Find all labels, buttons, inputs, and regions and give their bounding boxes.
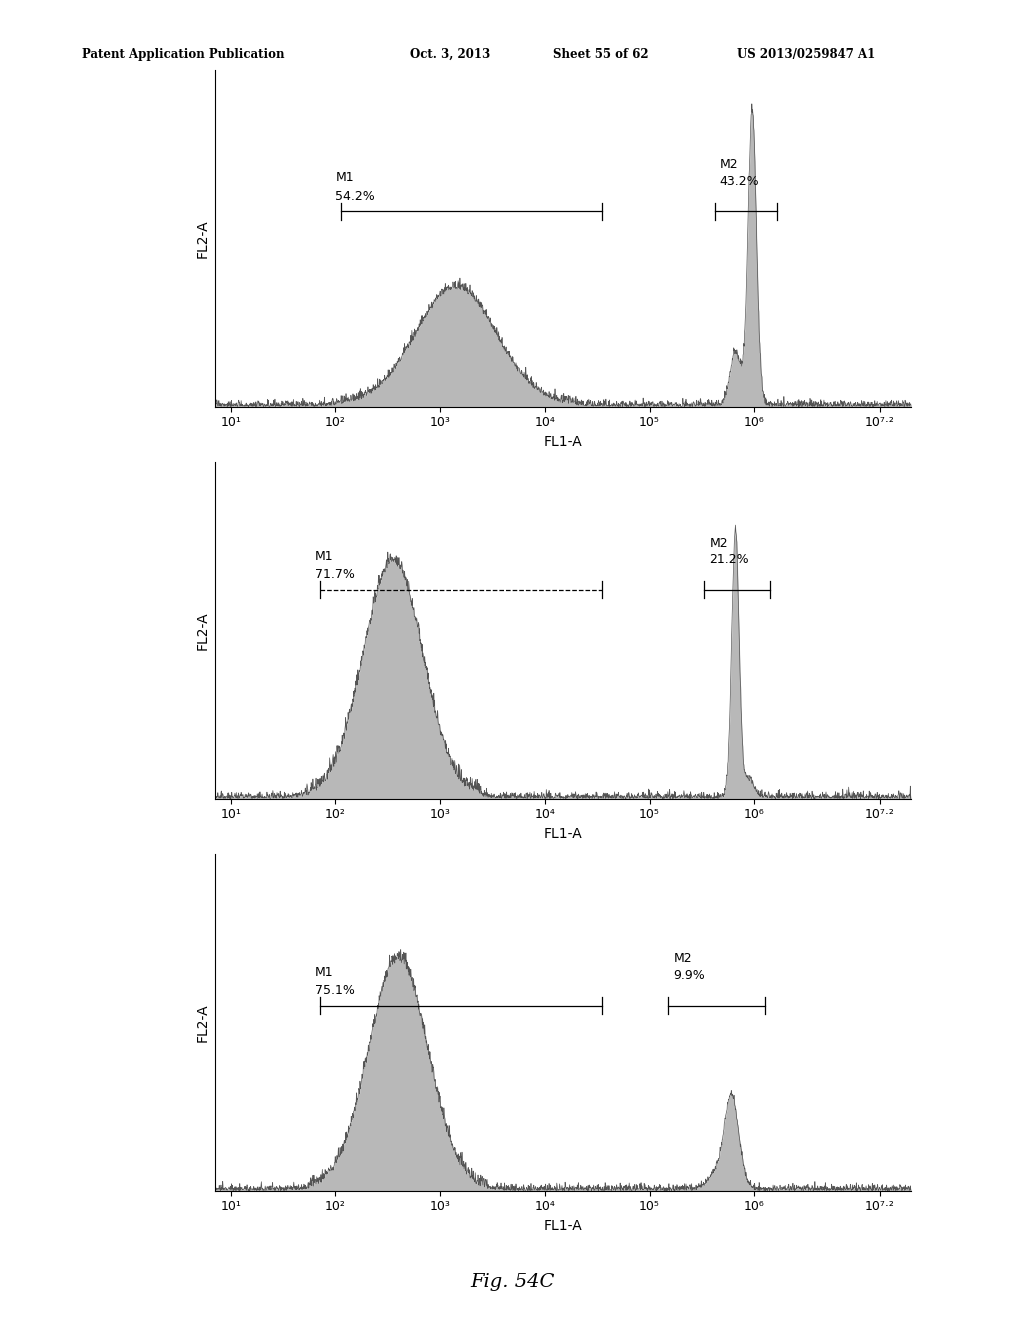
Text: Fig. 54C: Fig. 54C [470, 1272, 554, 1291]
Text: 21.2%: 21.2% [710, 553, 749, 566]
Y-axis label: FL2-A: FL2-A [196, 611, 210, 649]
X-axis label: FL1-A: FL1-A [544, 434, 583, 449]
Text: US 2013/0259847 A1: US 2013/0259847 A1 [737, 48, 876, 61]
Text: Patent Application Publication: Patent Application Publication [82, 48, 285, 61]
X-axis label: FL1-A: FL1-A [544, 1218, 583, 1233]
Text: 75.1%: 75.1% [314, 985, 354, 997]
X-axis label: FL1-A: FL1-A [544, 826, 583, 841]
Text: M2: M2 [674, 952, 692, 965]
Text: 43.2%: 43.2% [720, 174, 760, 187]
Y-axis label: FL2-A: FL2-A [196, 1003, 210, 1041]
Text: Oct. 3, 2013: Oct. 3, 2013 [410, 48, 489, 61]
Text: 9.9%: 9.9% [674, 969, 706, 982]
Text: M1: M1 [336, 172, 354, 185]
Text: 71.7%: 71.7% [314, 569, 354, 582]
Y-axis label: FL2-A: FL2-A [196, 219, 210, 257]
Text: Sheet 55 of 62: Sheet 55 of 62 [553, 48, 648, 61]
Text: M2: M2 [720, 158, 738, 172]
Text: M1: M1 [314, 550, 333, 562]
Text: M2: M2 [710, 536, 728, 549]
Text: M1: M1 [314, 966, 333, 978]
Text: 54.2%: 54.2% [336, 190, 375, 203]
